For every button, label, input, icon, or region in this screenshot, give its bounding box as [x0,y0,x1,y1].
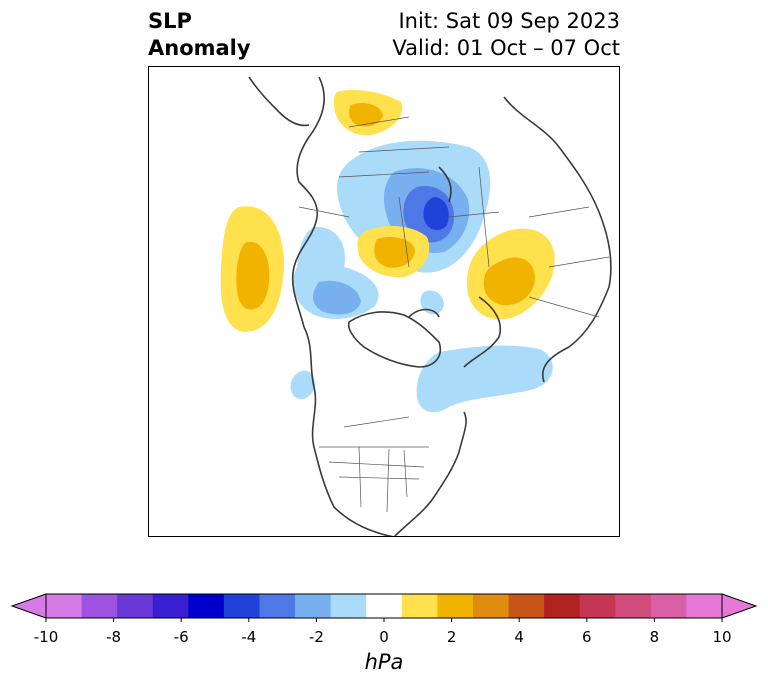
map-panel [148,66,620,537]
colorbar-unit: hPa [364,650,404,674]
colorbar-over-triangle [721,593,758,619]
colorbar-segment [472,594,510,618]
colorbar-segments [46,594,723,618]
neg-anomaly-canada [293,226,379,319]
colorbar-tick-label: -8 [106,628,122,646]
colorbar-segment [579,594,616,618]
colorbar-tick-label: 6 [582,628,592,646]
colorbar-segment [366,594,403,618]
title-variable: SLP [148,9,192,33]
colorbar-segment [81,594,118,618]
colorbar-segment [117,594,154,618]
coastlines [248,76,612,536]
colorbar-under-triangle [10,593,47,619]
colorbar-segment [152,594,189,618]
colorbar-tick-label: 2 [446,628,457,646]
colorbar-segment [615,594,652,618]
pos-anomaly-scandinavia [333,90,403,136]
title-quantity: Anomaly [148,36,251,60]
colorbar-tick-label: 0 [379,628,389,646]
colorbar-ticks [45,618,723,622]
colorbar-segment [295,594,332,618]
colorbar-segment [686,594,723,618]
chart-title-left: SLP Anomaly [148,8,251,62]
colorbar-tick-label: -10 [33,628,59,646]
pos-anomaly-east-asia [466,228,555,320]
colorbar-segment [650,594,687,618]
colorbar-segment [544,594,581,618]
colorbar-segment [508,594,545,618]
neg-anomaly-atlantic [290,290,553,413]
colorbar-segment [188,594,225,618]
political-borders [298,116,610,513]
colorbar-segment [437,594,474,618]
colorbar-segment [46,594,83,618]
map-canvas [220,76,612,536]
colorbar-segment [223,594,260,618]
colorbar-tick-label: 10 [712,628,732,646]
init-date: Init: Sat 09 Sep 2023 [398,9,620,33]
valid-range: Valid: 01 Oct – 07 Oct [392,36,620,60]
colorbar-segment [330,594,367,618]
colorbar-tick-label: -6 [173,628,189,646]
pos-anomaly-pacific [220,206,284,332]
colorbar-tick-label: 8 [649,628,660,646]
colorbar-tick-label: -4 [241,628,257,646]
colorbar [10,593,758,622]
pos-anomaly-siberia [357,225,430,278]
colorbar-tick-label: -2 [308,628,324,646]
colorbar-tick-label: 4 [514,628,524,646]
chart-title-right: Init: Sat 09 Sep 2023 Valid: 01 Oct – 07… [392,8,620,62]
colorbar-segment [259,594,296,618]
anomaly-fills [220,90,555,413]
colorbar-segment [401,594,438,618]
